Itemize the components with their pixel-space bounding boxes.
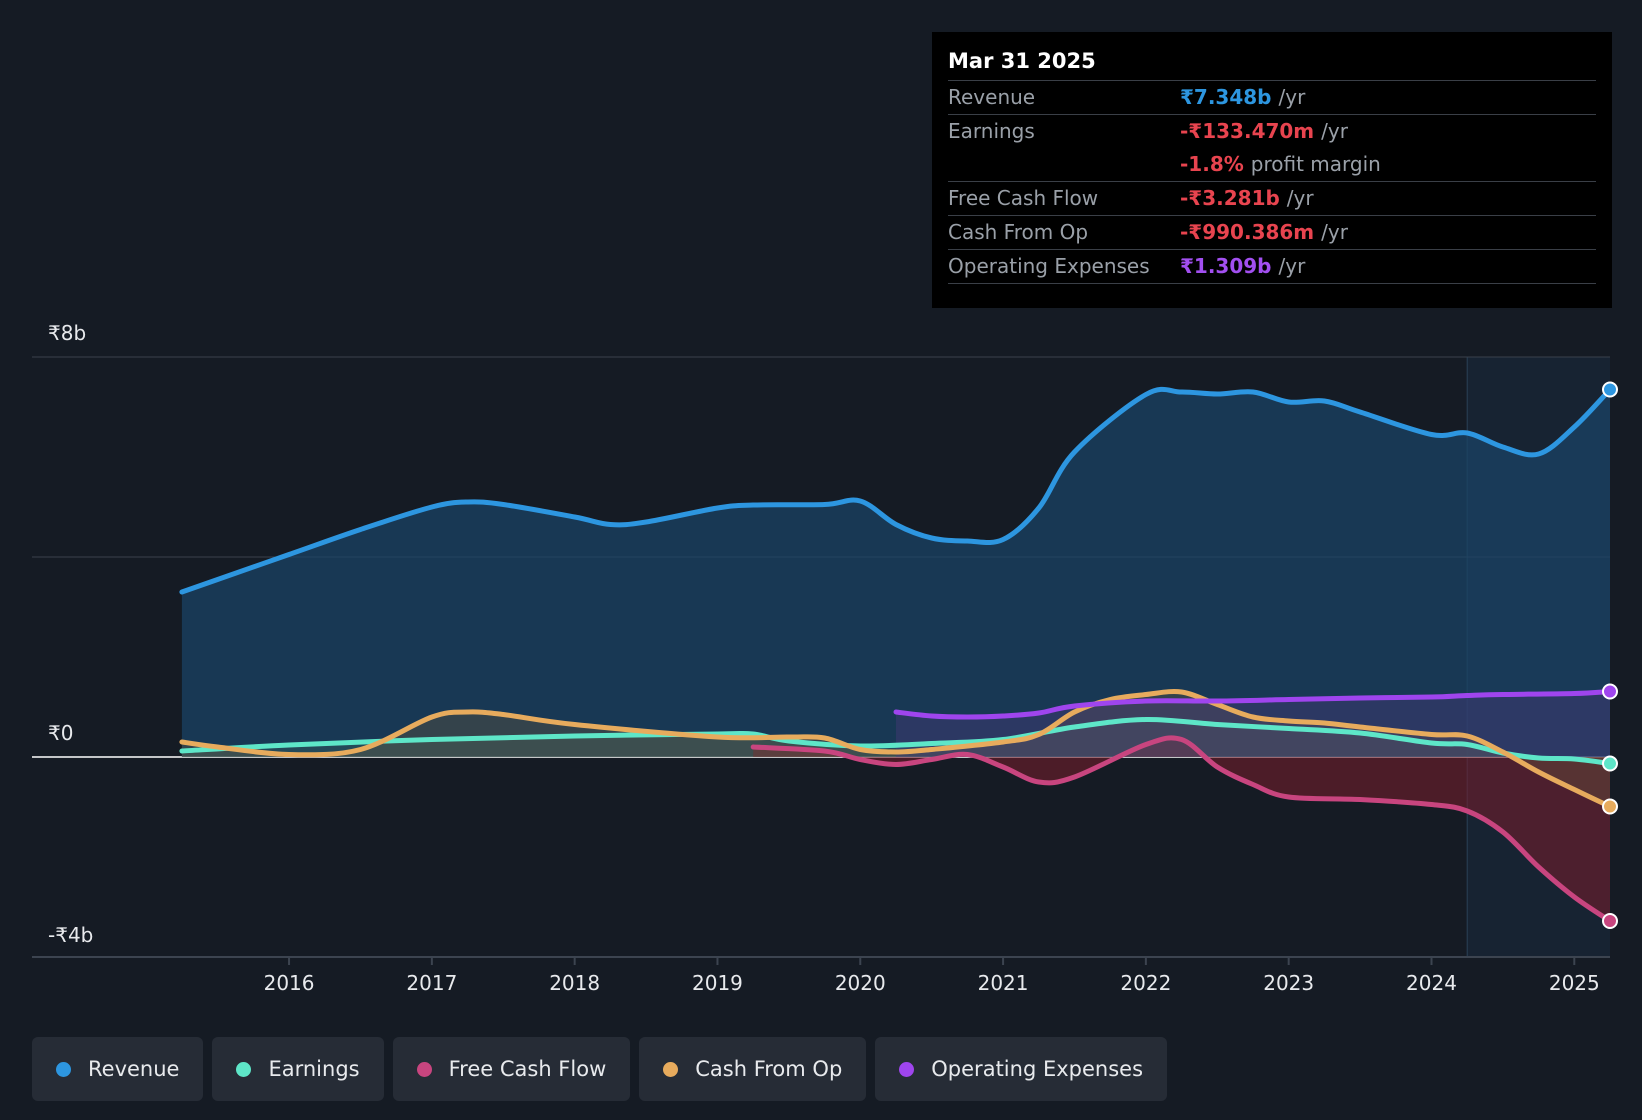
tooltip-label: Operating Expenses bbox=[948, 254, 1150, 278]
end-point-cash-from-op bbox=[1602, 798, 1618, 815]
legend-label: Cash From Op bbox=[695, 1057, 843, 1081]
tooltip-row-earnings: Earnings -₹133.470m /yr bbox=[948, 114, 1596, 148]
tooltip-value: -₹133.470m bbox=[1180, 119, 1315, 143]
tooltip-panel: Mar 31 2025 Revenue ₹7.348b /yr Earnings… bbox=[932, 32, 1612, 308]
tooltip-unit: /yr bbox=[1286, 186, 1314, 210]
series-line-operating-expenses bbox=[893, 689, 1613, 720]
legend-dot-icon bbox=[56, 1061, 71, 1077]
x-tick-label: 2025 bbox=[1549, 971, 1600, 995]
tooltip-value: -₹990.386m bbox=[1180, 220, 1315, 244]
legend-dot-icon bbox=[899, 1061, 915, 1077]
tooltip-value: ₹1.309b bbox=[1180, 254, 1272, 278]
legend-dot-icon bbox=[663, 1061, 679, 1077]
series-line-revenue bbox=[179, 386, 1613, 595]
legend-label: Operating Expenses bbox=[931, 1057, 1144, 1081]
x-tick-label: 2018 bbox=[549, 971, 600, 995]
x-tick-label: 2019 bbox=[692, 971, 743, 995]
tooltip-row-opex: Operating Expenses ₹1.309b /yr bbox=[948, 249, 1596, 283]
tooltip-unit: /yr bbox=[1321, 119, 1348, 143]
legend-item-cash-from-op[interactable]: Cash From Op bbox=[639, 1037, 867, 1101]
x-tick-label: 2024 bbox=[1406, 971, 1457, 995]
legend-dot-icon bbox=[236, 1061, 252, 1077]
tooltip-row-fcf: Free Cash Flow -₹3.281b /yr bbox=[948, 181, 1596, 215]
area-free-cash-flow bbox=[753, 737, 1610, 921]
x-tick-label: 2016 bbox=[264, 971, 315, 995]
tooltip-unit: /yr bbox=[1321, 220, 1348, 244]
area-earnings bbox=[181, 719, 1610, 764]
y-tick-label: ₹8b bbox=[48, 321, 87, 345]
y-tick-label: -₹4b bbox=[48, 923, 94, 947]
legend-item-operating-expenses[interactable]: Operating Expenses bbox=[875, 1037, 1168, 1101]
tooltip-row-cfo: Cash From Op -₹990.386m /yr bbox=[948, 215, 1596, 249]
legend-label: Earnings bbox=[268, 1057, 360, 1081]
legend-item-revenue[interactable]: Revenue bbox=[32, 1037, 204, 1101]
end-point-earnings bbox=[1602, 755, 1618, 772]
tooltip-value: -₹3.281b bbox=[1180, 186, 1280, 210]
tooltip-bottom-rule bbox=[948, 283, 1596, 285]
tooltip-value: ₹7.348b bbox=[1180, 85, 1272, 109]
x-tick-label: 2022 bbox=[1120, 971, 1171, 995]
tooltip-label-empty bbox=[948, 148, 1180, 181]
tooltip-label: Earnings bbox=[948, 119, 1035, 143]
area-revenue bbox=[181, 389, 1610, 757]
legend: Revenue Earnings Free Cash Flow Cash Fro… bbox=[32, 1037, 1168, 1101]
y-tick-label: ₹0 bbox=[48, 721, 74, 745]
x-tick-label: 2020 bbox=[835, 971, 886, 995]
legend-label: Free Cash Flow bbox=[448, 1057, 607, 1081]
tooltip-row-margin: -1.8% profit margin bbox=[948, 148, 1596, 181]
tooltip-label: Revenue bbox=[948, 85, 1036, 109]
end-point-free-cash-flow bbox=[1602, 913, 1618, 929]
tooltip-row-revenue: Revenue ₹7.348b /yr bbox=[948, 80, 1596, 114]
series-line-cash-from-op bbox=[179, 689, 1613, 809]
legend-label: Revenue bbox=[88, 1057, 180, 1081]
legend-item-free-cash-flow[interactable]: Free Cash Flow bbox=[392, 1037, 631, 1101]
end-point-operating-expenses bbox=[1602, 683, 1618, 700]
x-tick-label: 2023 bbox=[1263, 971, 1314, 995]
tooltip-date: Mar 31 2025 bbox=[948, 49, 1096, 73]
tooltip-label: Cash From Op bbox=[948, 220, 1089, 244]
end-point-revenue bbox=[1602, 381, 1618, 398]
legend-dot-icon bbox=[416, 1061, 432, 1077]
x-tick-label: 2021 bbox=[978, 971, 1029, 995]
tooltip-unit: /yr bbox=[1278, 85, 1306, 109]
series-line-free-cash-flow bbox=[750, 735, 1613, 924]
tooltip-value: -1.8% bbox=[1180, 152, 1244, 176]
tooltip-unit: profit margin bbox=[1250, 152, 1381, 176]
tooltip-unit: /yr bbox=[1278, 254, 1306, 278]
x-tick-label: 2017 bbox=[406, 971, 457, 995]
tooltip-label: Free Cash Flow bbox=[948, 186, 1099, 210]
legend-item-earnings[interactable]: Earnings bbox=[212, 1037, 384, 1101]
